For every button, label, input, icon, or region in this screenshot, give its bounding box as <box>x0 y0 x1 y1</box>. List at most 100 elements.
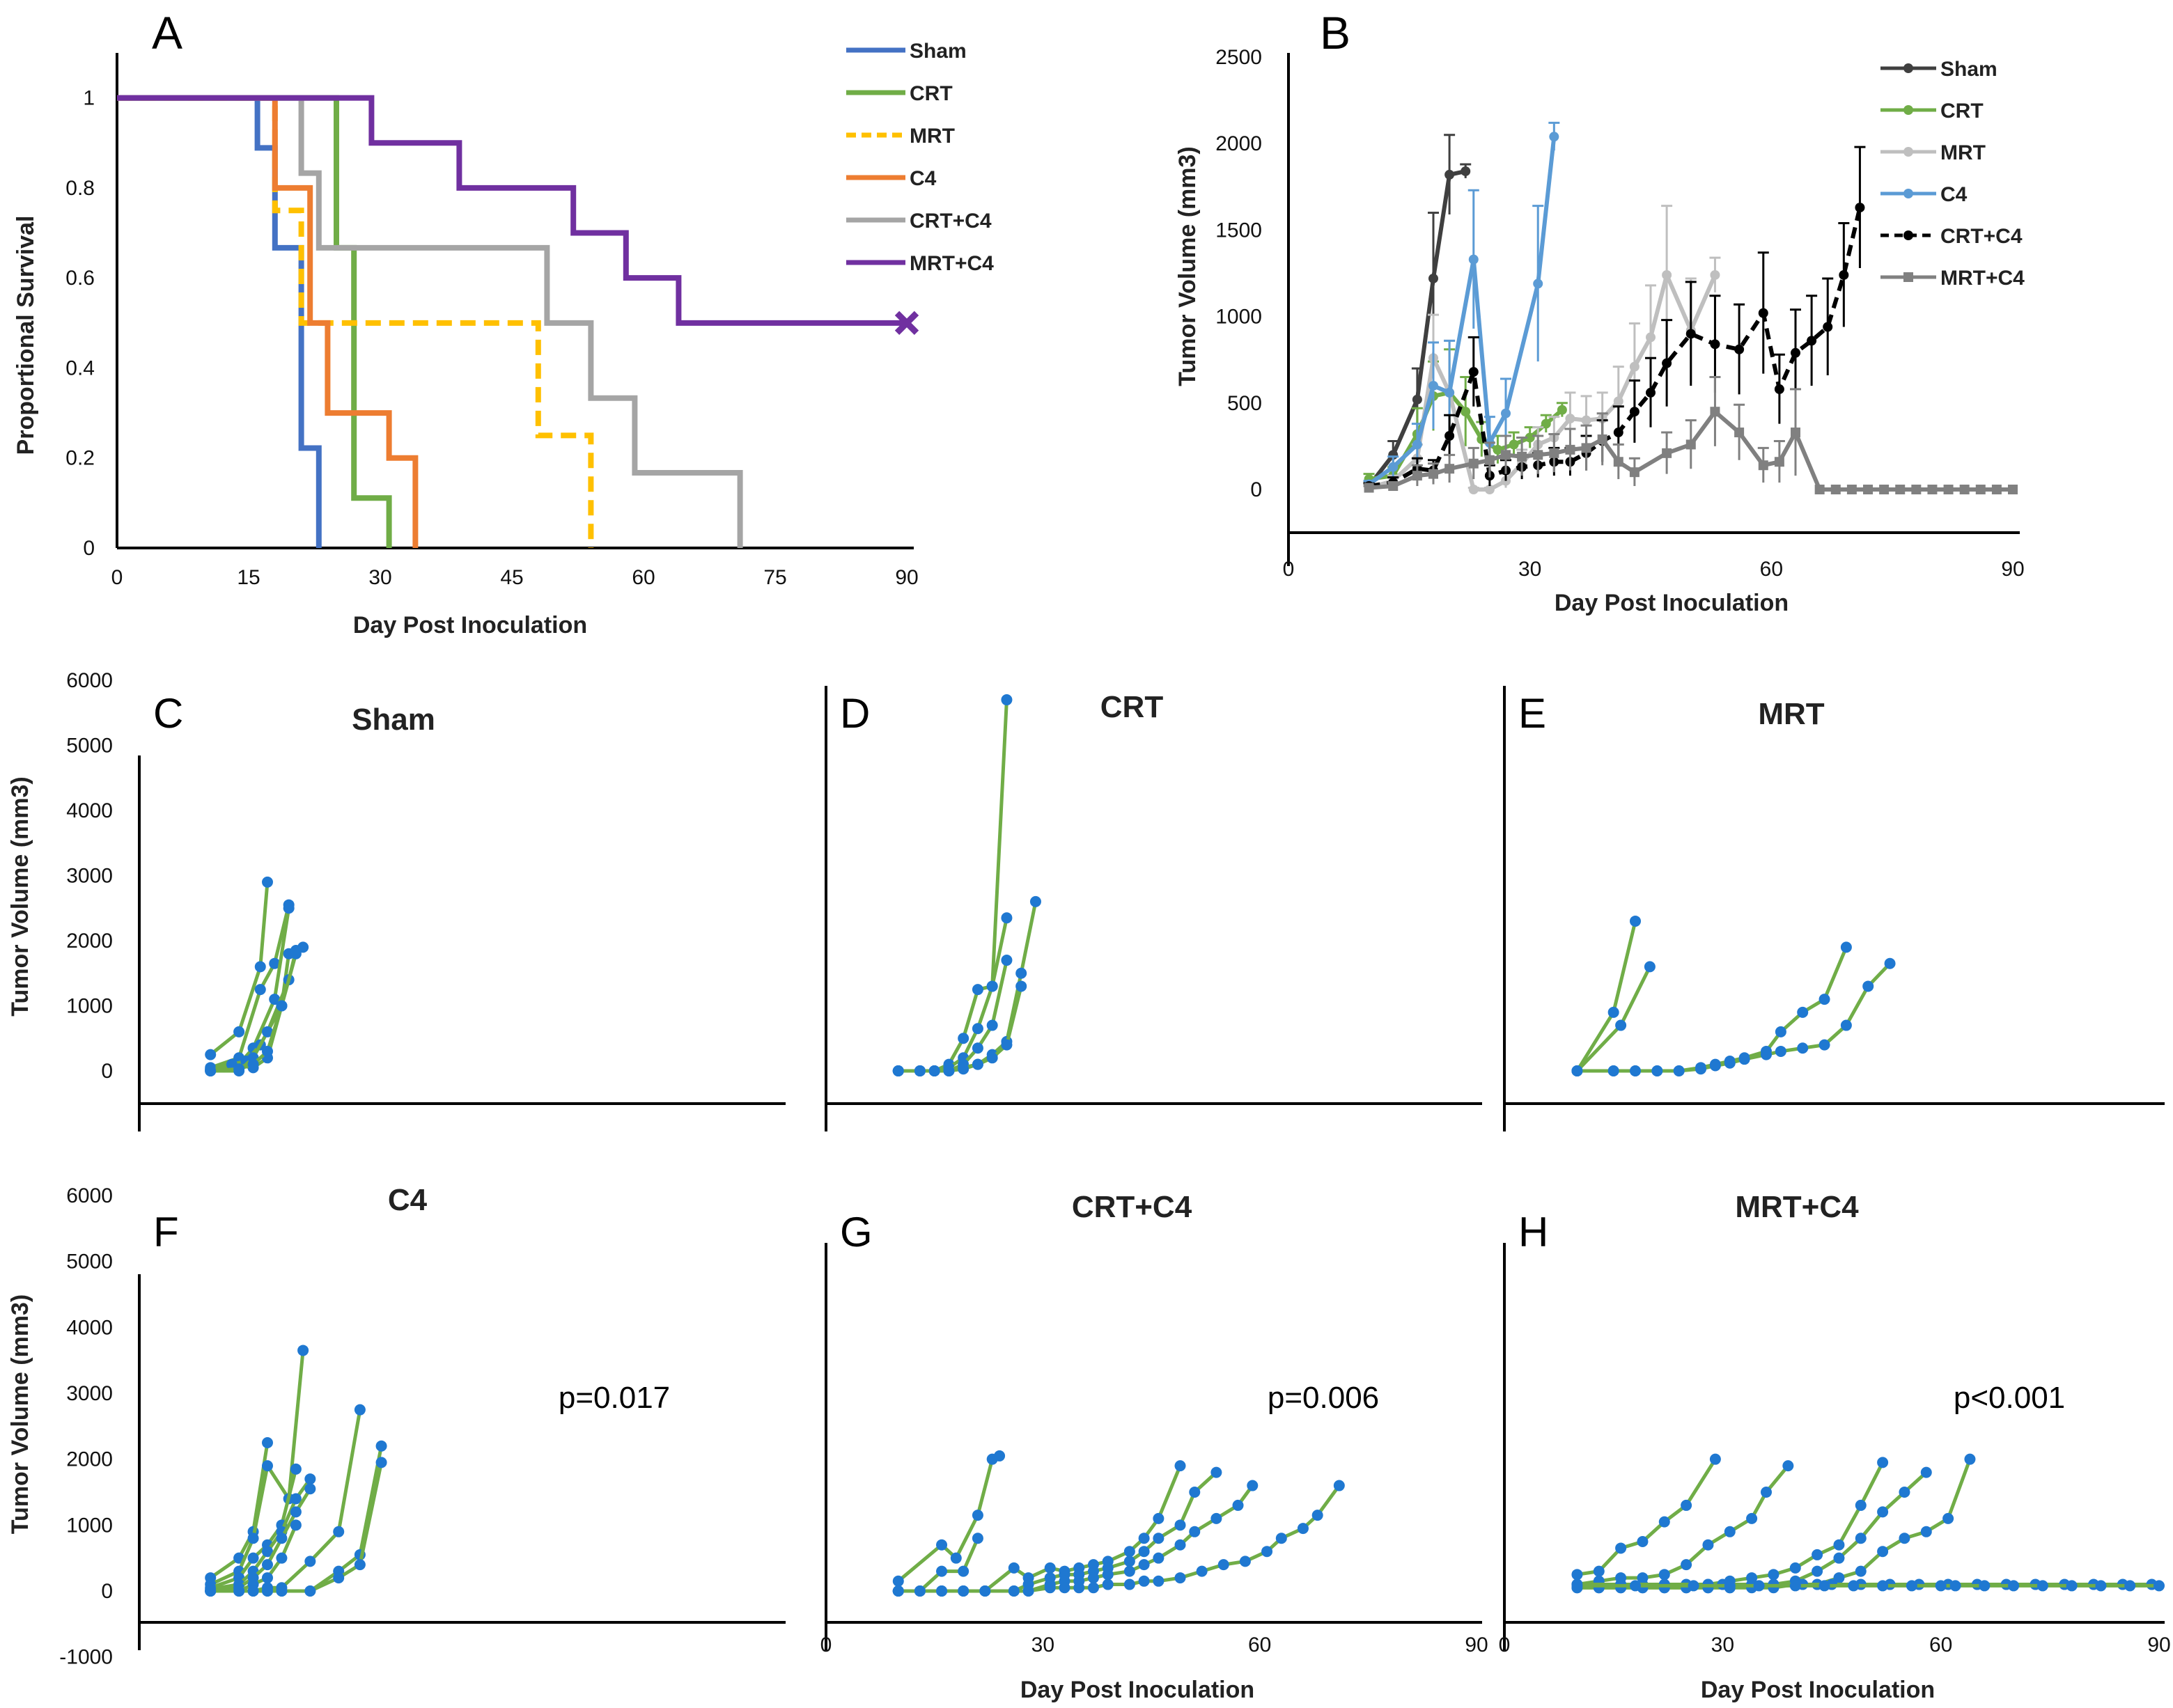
data-point <box>1629 361 1640 372</box>
mouse-data-point <box>1333 1480 1345 1491</box>
mouse-data-point <box>1688 1580 1699 1592</box>
data-point <box>1412 439 1422 450</box>
mouse-data-point <box>892 1585 904 1597</box>
mouse-data-point <box>290 1493 302 1505</box>
mouse-data-point <box>1855 1565 1867 1577</box>
x-tick-label: 75 <box>763 566 786 589</box>
mouse-data-point <box>1855 1499 1867 1511</box>
panel-f-c4-chart: -1000 0 1000 2000 3000 4000 5000 6000 Tumor Volu… <box>7 1183 786 1669</box>
mouse-data-point <box>1174 1519 1186 1531</box>
mouse-data-point <box>304 1556 316 1567</box>
mouse-data-point <box>247 1552 259 1564</box>
y-tick-label: 3000 <box>66 1382 113 1405</box>
mouse-data-point <box>1174 1572 1186 1584</box>
mouse-data-point <box>262 1045 273 1057</box>
x-tick-label: 90 <box>895 566 918 589</box>
mouse-data-point <box>1029 895 1041 907</box>
data-point <box>1388 481 1399 492</box>
mouse-data-point <box>1964 1453 1976 1465</box>
mouse-data-point <box>1797 1006 1809 1018</box>
data-point <box>1484 485 1495 494</box>
mouse-data-point <box>1123 1556 1135 1567</box>
panel-b-mean-volume-chart: 0 30 60 90 0 500 1000 1500 2000 2500 Day Post Inoc… <box>1174 7 2025 616</box>
mouse-growth-line <box>210 1350 305 1586</box>
mouse-data-point <box>1015 980 1027 992</box>
mouse-data-point <box>1615 1542 1627 1554</box>
data-point <box>1879 485 1890 494</box>
mouse-data-point <box>1818 1580 1830 1592</box>
mouse-data-point <box>1123 1546 1135 1558</box>
mouse-data-point <box>1607 1065 1619 1076</box>
mouse-data-point <box>1001 694 1013 706</box>
x-tick-label: 90 <box>1465 1633 1488 1656</box>
mouse-data-point <box>1087 1572 1099 1584</box>
data-point <box>1581 443 1591 453</box>
x-tick-label: 60 <box>1760 558 1783 581</box>
legend-label: CRT <box>1940 100 1984 123</box>
mouse-growth-line <box>1577 1458 1972 1590</box>
survival-line-c4 <box>117 95 419 548</box>
mouse-data-point <box>972 1042 983 1054</box>
mouse-data-point <box>914 1585 926 1597</box>
legend-marker <box>1903 63 1913 73</box>
y-tick-label: 0.8 <box>65 177 95 200</box>
mouse-data-point <box>254 984 266 996</box>
mouse-data-point <box>1196 1565 1208 1577</box>
data-point <box>1758 308 1768 318</box>
y-tick-label: 4000 <box>66 799 113 822</box>
data-point <box>1991 485 2002 494</box>
y-tick-label: 2500 <box>1215 46 1262 69</box>
x-tick-label: 60 <box>632 566 655 589</box>
mouse-data-point <box>1138 1575 1150 1587</box>
data-point <box>1444 387 1455 398</box>
data-point <box>1662 269 1672 280</box>
data-point <box>1791 347 1800 358</box>
mouse-data-point <box>1724 1526 1736 1537</box>
panel-letter: A <box>152 7 182 58</box>
mouse-data-point <box>1174 1460 1186 1472</box>
mouse-data-point <box>1189 1487 1201 1498</box>
y-tick-label: 1 <box>83 87 95 110</box>
panel-h-mrt-c4-chart: 0 30 60 90 Day Post Inoculation H MRT+C4 p<0.00… <box>1499 1190 2171 1703</box>
panel-title: Sham <box>352 703 435 737</box>
x-tick-label: 45 <box>500 566 523 589</box>
mouse-data-point <box>1709 1453 1721 1465</box>
data-point <box>1710 407 1720 417</box>
mouse-data-point <box>914 1065 926 1076</box>
mouse-data-point <box>375 1440 387 1452</box>
mouse-data-point <box>262 1026 273 1037</box>
y-tick-label: 6000 <box>66 669 113 692</box>
survival-line-sham <box>117 95 322 548</box>
mouse-data-point <box>1724 1580 1736 1592</box>
y-tick-label: 2000 <box>66 930 113 953</box>
data-point <box>1839 269 1849 280</box>
mouse-data-point <box>254 961 266 973</box>
mouse-data-point <box>986 1019 998 1031</box>
mouse-data-point <box>1615 1019 1627 1031</box>
panel-title: MRT <box>1758 697 1824 731</box>
data-point <box>1959 485 1970 494</box>
data-point <box>1774 384 1784 394</box>
data-point <box>1646 387 1656 398</box>
mouse-data-point <box>2066 1580 2078 1592</box>
mouse-data-point <box>1877 1546 1889 1558</box>
mouse-data-point <box>1001 912 1013 924</box>
p-value-annotation: p=0.017 <box>559 1381 670 1415</box>
legend-label: C4 <box>1940 183 1968 206</box>
data-point <box>1557 405 1567 415</box>
data-point <box>1613 457 1623 467</box>
data-point <box>1734 428 1745 438</box>
mouse-data-point <box>1840 941 1852 953</box>
y-tick-label: -1000 <box>59 1646 113 1669</box>
mouse-data-point <box>972 1023 983 1035</box>
legend-marker <box>1903 147 1913 157</box>
y-tick-label: 0.4 <box>65 357 95 379</box>
mouse-data-point <box>1681 1499 1692 1511</box>
data-point <box>1428 469 1438 479</box>
mouse-data-point <box>262 1437 273 1448</box>
mouse-data-point <box>1768 1569 1779 1581</box>
mouse-data-point <box>290 1463 302 1475</box>
mouse-data-point <box>1297 1523 1309 1535</box>
mouse-data-point <box>205 1049 217 1060</box>
